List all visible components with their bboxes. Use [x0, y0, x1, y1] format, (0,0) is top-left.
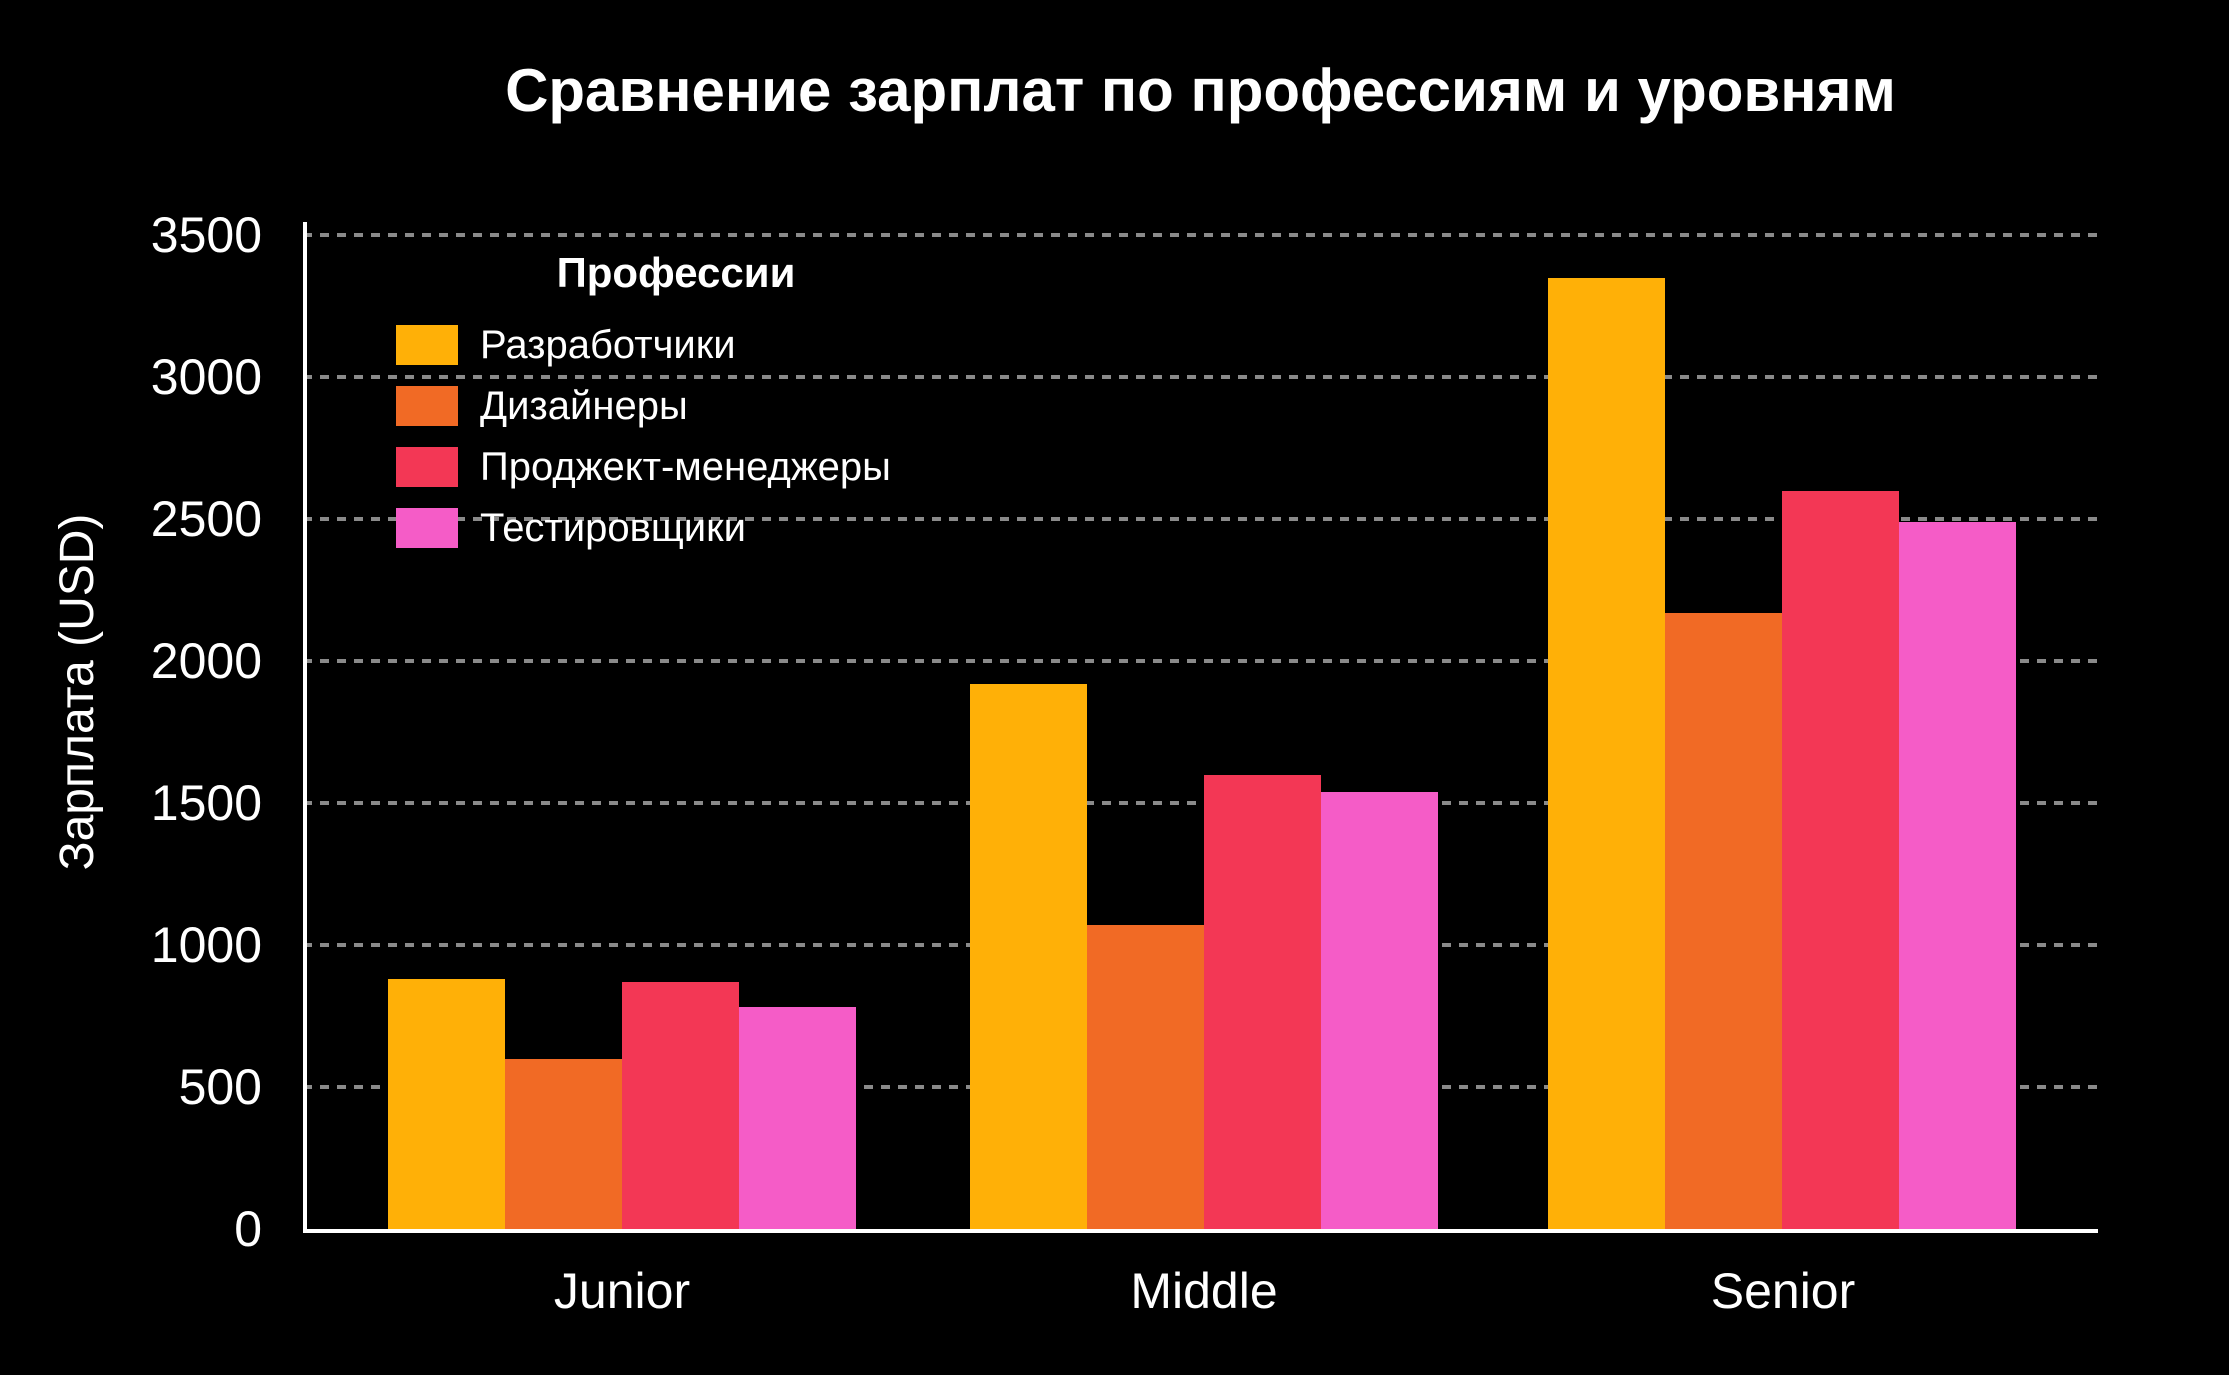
- y-tick-label-0: 0: [234, 1201, 262, 1257]
- gridline-3500: [303, 233, 2098, 237]
- bar-designers-middle: [1087, 925, 1204, 1229]
- gridline-1500: [303, 801, 2098, 805]
- legend-swatch-project-managers: [396, 446, 458, 487]
- x-category-label-senior: Senior: [1710, 1263, 1856, 1319]
- legend-swatch-testers: [396, 507, 458, 548]
- bars-layer: [303, 235, 2098, 1229]
- y-tick-label-2000: 2000: [150, 633, 262, 689]
- gridline-2000: [303, 659, 2098, 663]
- y-tick-label-3500: 3500: [150, 207, 262, 263]
- legend-items: Разработчики Дизайнеры Проджект-менеджеры Т…: [396, 314, 916, 558]
- bar-developers-senior: [1548, 277, 1665, 1229]
- y-tick-label-2500: 2500: [150, 491, 262, 547]
- legend: Профессии Разработчики Дизайнеры Проджект-…: [396, 246, 916, 558]
- y-tick-label-1000: 1000: [150, 917, 262, 973]
- y-tick-label-500: 500: [178, 1059, 262, 1115]
- plot-area: [303, 233, 2098, 1229]
- x-category-label-middle: Middle: [1130, 1263, 1278, 1319]
- legend-item-project-managers: Проджект-менеджеры: [396, 436, 916, 497]
- legend-item-designers: Дизайнеры: [396, 375, 916, 436]
- legend-label-developers: Разработчики: [480, 322, 736, 367]
- gridline-3000: [303, 375, 2098, 379]
- chart-title: Сравнение зарплат по профессиям и уровня…: [505, 57, 1896, 124]
- legend-swatch-developers: [396, 324, 458, 365]
- legend-item-developers: Разработчики: [396, 314, 916, 375]
- y-tick-label-1500: 1500: [150, 775, 262, 831]
- legend-label-testers: Тестировщики: [480, 505, 746, 550]
- bar-testers-middle: [1321, 791, 1438, 1229]
- bar-testers-junior: [739, 1007, 856, 1229]
- legend-label-designers: Дизайнеры: [480, 383, 688, 428]
- y-tick-label-3000: 3000: [150, 349, 262, 405]
- gridline-2500: [303, 517, 2098, 521]
- bar-developers-middle: [970, 683, 1087, 1229]
- bar-testers-senior: [1899, 521, 2016, 1229]
- bar-developers-junior: [388, 979, 505, 1229]
- bar-project-managers-middle: [1204, 774, 1321, 1229]
- legend-title: Профессии: [556, 249, 796, 296]
- bar-designers-junior: [505, 1058, 622, 1229]
- x-axis-line: [303, 1229, 2098, 1233]
- y-axis-line: [303, 222, 307, 1233]
- legend-swatch-designers: [396, 385, 458, 426]
- legend-item-testers: Тестировщики: [396, 497, 916, 558]
- bar-designers-senior: [1665, 612, 1782, 1229]
- legend-label-project-managers: Проджект-менеджеры: [480, 444, 891, 489]
- x-category-label-junior: Junior: [553, 1263, 691, 1319]
- bar-project-managers-senior: [1782, 490, 1899, 1229]
- bar-project-managers-junior: [622, 981, 739, 1229]
